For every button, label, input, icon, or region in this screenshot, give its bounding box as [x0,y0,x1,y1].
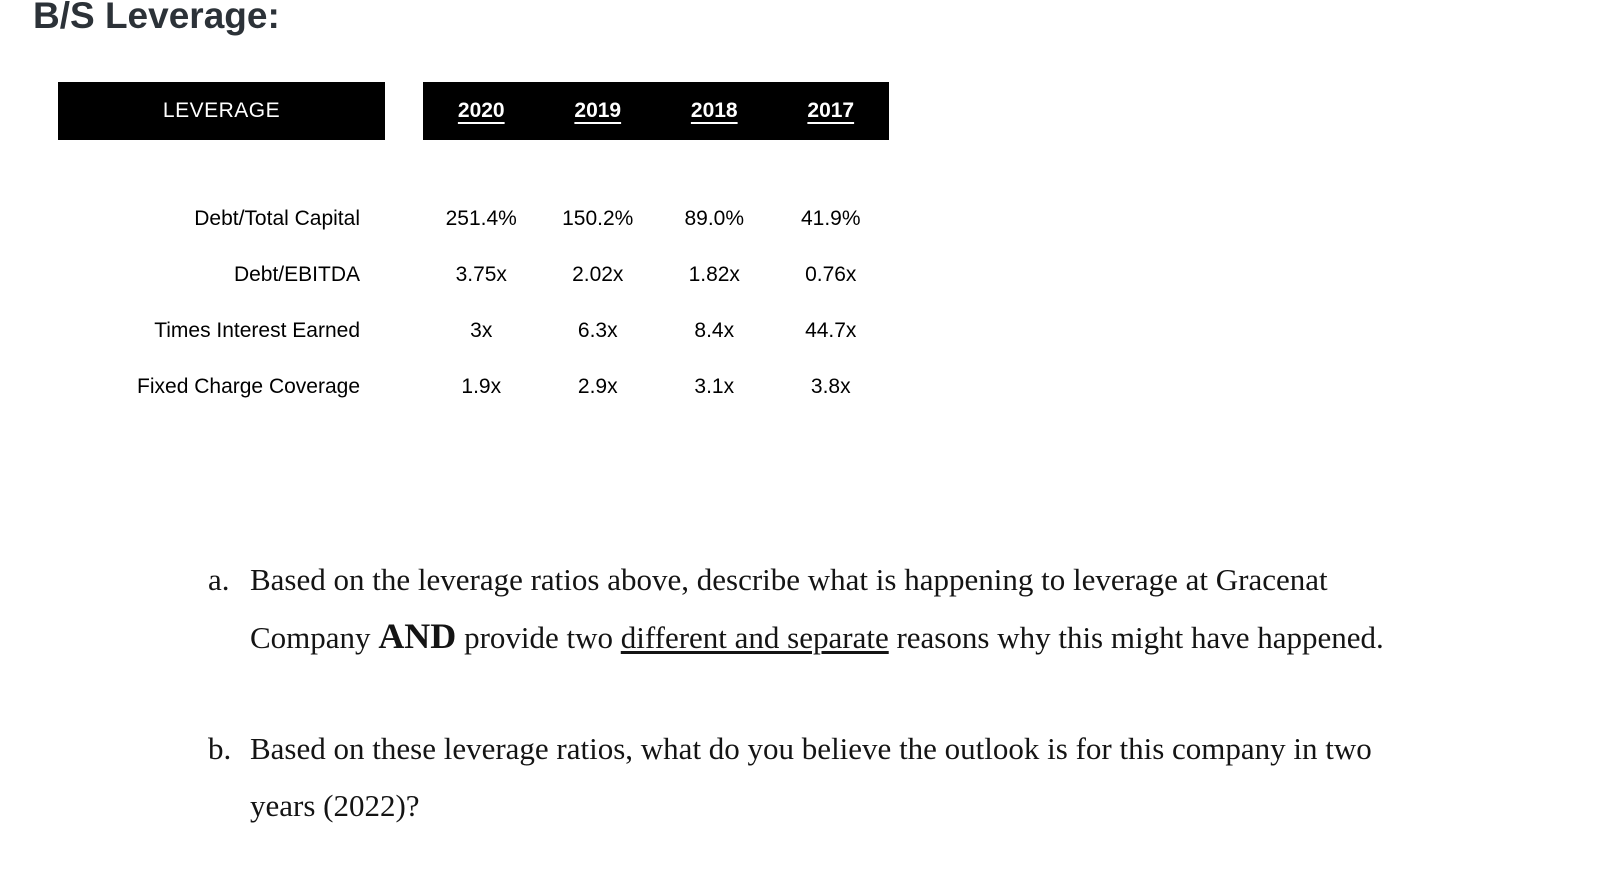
table-row: Fixed Charge Coverage 1.9x 2.9x 3.1x 3.8… [58,359,889,415]
year-header-2019: 2019 [574,99,622,122]
value-cell: 1.82x [688,263,740,286]
question-text-segment: Based on these leverage ratios, what do … [250,731,1372,823]
table-header-leverage: LEVERAGE [58,82,385,140]
table-row: Debt/EBITDA 3.75x 2.02x 1.82x 0.76x [58,247,889,303]
value-cell: 3.1x [694,375,735,398]
question-item-a: a. Based on the leverage ratios above, d… [208,551,1400,666]
page-title: B/S Leverage: [33,0,280,36]
table-row: Times Interest Earned 3x 6.3x 8.4x 44.7x [58,303,889,359]
value-cell: 150.2% [562,207,634,230]
value-cell: 2.02x [572,263,624,286]
value-cell: 2.9x [577,375,618,398]
year-header-2017: 2017 [807,99,855,122]
questions-section: a. Based on the leverage ratios above, d… [208,551,1400,888]
value-cell: 251.4% [445,207,517,230]
question-text-segment: AND [378,616,457,656]
question-text: Based on the leverage ratios above, desc… [250,551,1400,666]
value-cell: 3.8x [810,375,851,398]
year-header-2020: 2020 [457,99,505,122]
value-cell: 3x [470,319,493,342]
table-row: Debt/Total Capital 251.4% 150.2% 89.0% 4… [58,191,889,247]
row-values: 251.4% 150.2% 89.0% 41.9% [423,207,889,231]
value-cell: 41.9% [800,207,861,230]
value-cell: 89.0% [684,207,745,230]
row-values: 3.75x 2.02x 1.82x 0.76x [423,263,889,287]
question-label: a. [208,562,230,597]
value-cell: 8.4x [694,319,735,342]
row-label: Debt/EBITDA [233,263,360,286]
table-body: Debt/Total Capital 251.4% 150.2% 89.0% 4… [58,191,889,415]
question-text-segment: reasons why this might have happened. [888,620,1384,655]
value-cell: 1.9x [461,375,502,398]
question-item-b: b. Based on these leverage ratios, what … [208,720,1400,834]
question-text: Based on these leverage ratios, what do … [250,720,1400,834]
question-text-segment: Based on the leverage ratios above, desc… [250,562,1328,655]
row-values: 3x 6.3x 8.4x 44.7x [423,319,889,343]
year-header-2018: 2018 [690,99,738,122]
value-cell: 3.75x [455,263,507,286]
table-header-years: 2020 2019 2018 2017 [423,82,889,140]
row-label: Fixed Charge Coverage [137,375,360,398]
value-cell: 44.7x [805,319,857,342]
question-text-segment: provide two [456,620,621,655]
row-label: Times Interest Earned [154,319,360,342]
question-text-segment: different and separate [620,620,889,655]
row-values: 1.9x 2.9x 3.1x 3.8x [423,375,889,399]
value-cell: 0.76x [805,263,857,286]
question-label: b. [208,731,232,766]
value-cell: 6.3x [577,319,618,342]
row-label: Debt/Total Capital [194,207,360,230]
